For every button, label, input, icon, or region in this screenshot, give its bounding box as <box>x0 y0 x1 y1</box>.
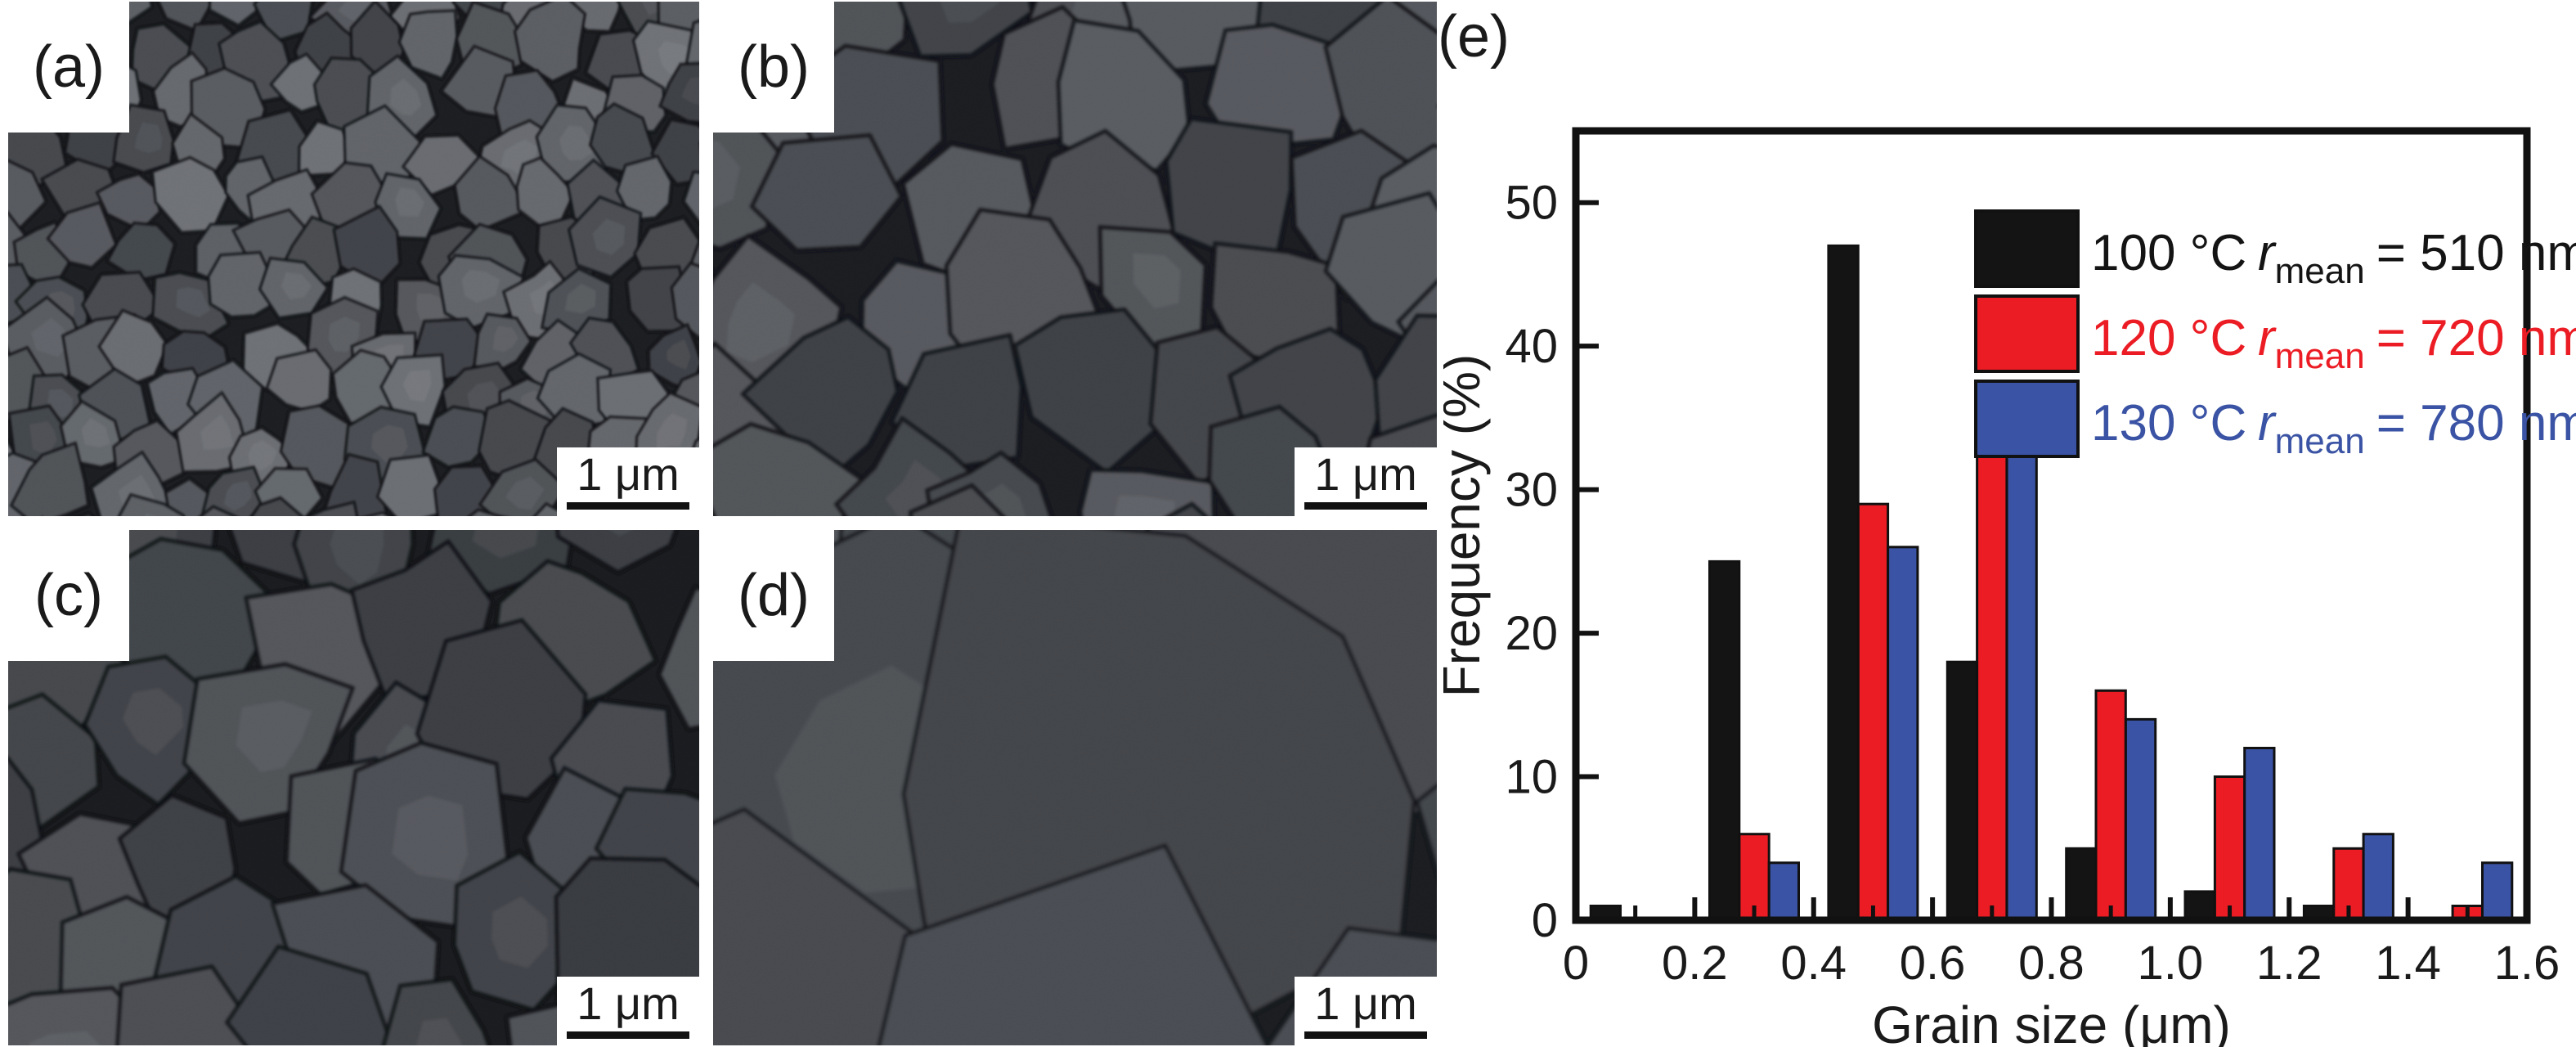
x-tick-label: 1.4 <box>2375 937 2441 990</box>
y-tick-label: 50 <box>1505 177 1558 230</box>
bar-130°C-bin7 <box>2481 861 2514 922</box>
legend-temp-label: 100 °C <box>2091 225 2246 281</box>
y-axis-title: Frequency (%) <box>1443 354 1491 698</box>
bar-100°C-bin5 <box>2183 890 2216 922</box>
sem-panel-a: (a) 1 μm <box>8 2 699 516</box>
bar-120°C-bin3 <box>1976 445 2008 922</box>
scalebar-line <box>1304 1031 1427 1039</box>
legend-rmean-label: rmean = 720 nm <box>2258 310 2576 376</box>
x-tick-label: 1.0 <box>2138 937 2204 990</box>
bar-100°C-bin4 <box>2065 847 2098 922</box>
panel-label-text: (d) <box>738 563 810 628</box>
x-tick-label: 0.8 <box>2018 937 2085 990</box>
x-tick-label: 1.2 <box>2256 937 2322 990</box>
panel-label-text: (a) <box>33 34 105 100</box>
legend-swatch-3 <box>1974 380 2080 458</box>
legend-rmean-label: rmean = 510 nm <box>2258 225 2576 291</box>
scalebar-line <box>567 502 689 510</box>
y-tick-label: 10 <box>1505 751 1558 804</box>
scalebar-label: 1 μm <box>1314 977 1417 1029</box>
bar-120°C-bin4 <box>2094 689 2127 922</box>
x-tick-label: 0.6 <box>1900 937 1966 990</box>
x-tick-label: 0 <box>1563 937 1589 990</box>
bar-100°C-bin1 <box>1708 559 1741 922</box>
sem-micrograph-d <box>713 530 1437 1045</box>
scalebar-line <box>567 1031 689 1039</box>
scalebar-line <box>1304 502 1427 510</box>
scalebar-d: 1 μm <box>1295 977 1437 1045</box>
legend-temp-label: 120 °C <box>2091 310 2246 366</box>
bar-130°C-bin4 <box>2124 717 2157 922</box>
x-tick-label: 0.4 <box>1780 937 1847 990</box>
scalebar-label: 1 μm <box>577 448 680 500</box>
bar-100°C-bin2 <box>1827 244 1860 922</box>
x-tick-label: 1.6 <box>2494 937 2560 990</box>
panel-label-d: (d) <box>713 530 834 661</box>
bar-100°C-bin3 <box>1945 660 1979 922</box>
panel-label-b: (b) <box>713 2 834 133</box>
sem-micrograph-c <box>8 530 699 1045</box>
x-tick-label: 0.2 <box>1662 937 1728 990</box>
legend-temp-label: 130 °C <box>2091 395 2246 452</box>
bar-130°C-bin1 <box>1767 861 1801 922</box>
panel-label-text: (b) <box>738 34 810 100</box>
plot-border <box>1572 127 2531 924</box>
y-tick-label: 20 <box>1505 607 1558 660</box>
y-tick-label: 40 <box>1505 320 1558 373</box>
scalebar-label: 1 μm <box>1314 448 1417 500</box>
scalebar-c: 1 μm <box>557 977 699 1045</box>
legend-swatch-1 <box>1974 209 2080 288</box>
legend-swatch-2 <box>1974 294 2080 373</box>
y-tick-label: 0 <box>1532 894 1558 947</box>
bar-130°C-bin3 <box>2005 402 2038 922</box>
panel-label-text: (c) <box>34 563 103 628</box>
bar-130°C-bin6 <box>2362 833 2394 922</box>
bar-120°C-bin2 <box>1856 502 1890 922</box>
grain-size-histogram: 0 10 20 30 40 50 0 0.2 0.4 0.6 0.8 1.0 1.2 1.4 1.6 Grai… <box>1443 127 2576 1047</box>
bar-120°C-bin5 <box>2213 775 2246 922</box>
bar-130°C-bin2 <box>1887 546 1919 922</box>
x-axis-title: Grain size (μm) <box>1872 995 2231 1047</box>
sem-panel-b: (b) 1 μm <box>713 2 1437 516</box>
chart-panel-label: (e) <box>1438 4 1510 70</box>
y-tick-label: 30 <box>1505 464 1558 517</box>
scalebar-label: 1 μm <box>577 977 680 1029</box>
scalebar-b: 1 μm <box>1295 447 1437 516</box>
panel-label-c: (c) <box>8 530 129 661</box>
scalebar-a: 1 μm <box>557 447 699 516</box>
bar-130°C-bin5 <box>2243 747 2276 922</box>
sem-panel-c: (c) 1 μm <box>8 530 699 1045</box>
sem-panel-d: (d) 1 μm <box>713 530 1437 1045</box>
panel-label-a: (a) <box>8 2 129 133</box>
legend-rmean-label: rmean = 780 nm <box>2258 395 2576 461</box>
